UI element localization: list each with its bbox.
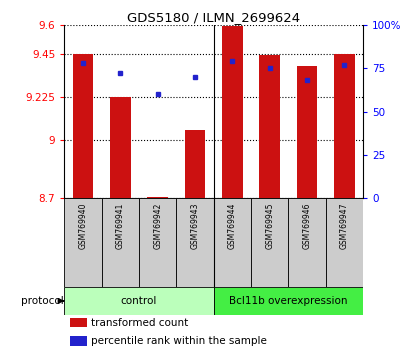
Bar — [176, 198, 214, 287]
Text: GSM769940: GSM769940 — [78, 202, 88, 249]
Bar — [251, 198, 288, 287]
Bar — [102, 198, 139, 287]
Bar — [64, 198, 102, 287]
Bar — [139, 198, 176, 287]
Bar — [73, 54, 93, 198]
Bar — [185, 130, 205, 198]
Bar — [70, 318, 87, 327]
Bar — [64, 287, 214, 315]
Text: GSM769946: GSM769946 — [303, 202, 312, 249]
Bar — [70, 336, 87, 346]
Text: transformed count: transformed count — [91, 318, 188, 328]
Bar — [288, 198, 326, 287]
Text: Bcl11b overexpression: Bcl11b overexpression — [229, 296, 348, 306]
Bar — [222, 26, 243, 198]
Bar — [334, 54, 355, 198]
Bar — [259, 55, 280, 198]
Text: GSM769942: GSM769942 — [153, 202, 162, 249]
Text: GSM769943: GSM769943 — [190, 202, 200, 249]
Bar — [214, 198, 251, 287]
Text: GSM769945: GSM769945 — [265, 202, 274, 249]
Title: GDS5180 / ILMN_2699624: GDS5180 / ILMN_2699624 — [127, 11, 300, 24]
Text: control: control — [121, 296, 157, 306]
Bar — [147, 197, 168, 198]
Text: GSM769941: GSM769941 — [116, 202, 125, 249]
Bar — [214, 287, 363, 315]
Text: GSM769944: GSM769944 — [228, 202, 237, 249]
Bar — [110, 97, 131, 198]
Text: protocol: protocol — [21, 296, 63, 306]
Text: GSM769947: GSM769947 — [340, 202, 349, 249]
Text: percentile rank within the sample: percentile rank within the sample — [91, 336, 267, 346]
Bar — [297, 66, 317, 198]
Bar — [326, 198, 363, 287]
